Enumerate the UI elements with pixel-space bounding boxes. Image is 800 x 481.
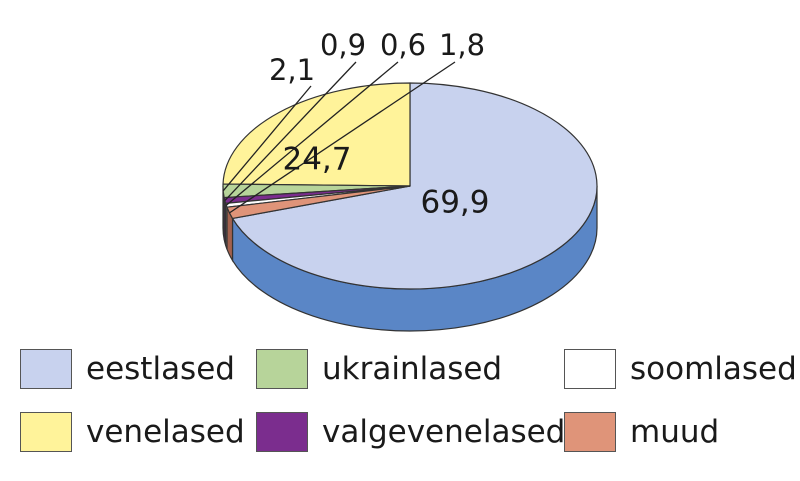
pie-slice-venelased: [222, 82, 411, 187]
legend-label: valgevenelased: [322, 414, 566, 450]
legend-swatch: [256, 412, 308, 452]
value-label-ukrainlased: 2,1: [269, 53, 315, 87]
value-labels: 69,9 24,7 2,10,9 0,6 1,8: [269, 28, 490, 221]
legend-swatch: [20, 349, 72, 389]
legend-swatch: [256, 349, 308, 389]
legend-label: ukrainlased: [322, 351, 503, 387]
legend-swatch: [564, 412, 616, 452]
legend-label: muud: [630, 414, 720, 450]
leader-line-ukrainlased: [222, 85, 312, 192]
legend-label: eestlased: [86, 351, 235, 387]
leader-lines: [222, 61, 456, 214]
pie-slice-eestlased: [231, 82, 598, 290]
legend-swatch: [20, 412, 72, 452]
value-label-soomlased: 0,6: [380, 28, 426, 62]
leader-line-muud: [229, 61, 456, 214]
value-label-eestlased: 69,9: [420, 185, 489, 221]
pie-top: [222, 82, 598, 290]
leader-line-soomlased: [225, 61, 399, 206]
leader-line-valgevenelased: [224, 61, 357, 201]
value-label-valgevenelased: 0,9: [320, 28, 366, 62]
legend-label: venelased: [86, 414, 245, 450]
pie-slice-muud: [226, 185, 411, 220]
value-label-venelased: 24,7: [282, 142, 351, 178]
legend-swatch: [564, 349, 616, 389]
legend-label: soomlased: [630, 351, 797, 387]
value-label-muud: 1,8: [439, 28, 485, 62]
